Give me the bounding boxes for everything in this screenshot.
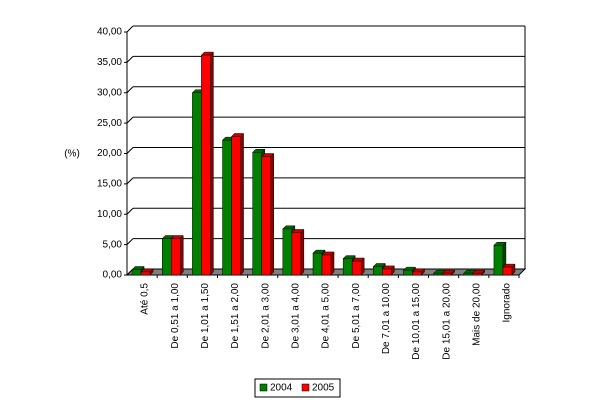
y-tick-label: 5,00: [103, 239, 123, 250]
bar: [442, 272, 452, 276]
legend-box: [254, 378, 341, 398]
legend-swatch: [259, 383, 268, 392]
y-tick-label: 25,00: [97, 118, 122, 129]
y-tick-label: 40,00: [97, 27, 122, 38]
legend-label: 2004: [270, 383, 293, 394]
grid-line-depth: [126, 116, 134, 124]
bar: [472, 272, 483, 276]
bar: [282, 228, 293, 276]
x-tick-label: De 4,01 a 5,00: [321, 283, 332, 349]
y-tick-label: 30,00: [97, 87, 122, 98]
x-tick-label: De 1,51 a 2,00: [230, 283, 241, 349]
bar: [201, 54, 211, 276]
grid-line-depth: [126, 238, 134, 245]
bar: [373, 266, 383, 276]
grid-line-depth: [126, 56, 134, 63]
bar: [433, 272, 443, 276]
x-tick-label: De 0,51 a 1,00: [170, 283, 181, 349]
y-tick-label: 35,00: [97, 57, 122, 68]
bar: [403, 269, 413, 276]
bar: [252, 152, 262, 276]
bar-side: [270, 152, 274, 276]
bar: [231, 136, 241, 276]
y-tick-label: 0,00: [103, 270, 123, 281]
bar-side: [179, 234, 184, 276]
bar: [312, 252, 323, 276]
bar-side: [210, 51, 214, 276]
bar: [131, 269, 142, 276]
y-tick-label: 10,00: [97, 209, 122, 220]
legend-label: 2005: [312, 383, 335, 394]
bar: [493, 244, 504, 276]
bar: [192, 92, 202, 276]
bar: [291, 232, 302, 276]
bar: [463, 272, 474, 276]
y-axis-label: (%): [64, 149, 80, 160]
x-tick-label: De 10,01 a 15,00: [411, 283, 422, 360]
grid-line-depth: [126, 207, 134, 215]
bar: [342, 258, 353, 276]
legend-swatch: [301, 383, 310, 392]
bar: [382, 268, 392, 276]
x-tick-label: De 15,01 a 20,00: [441, 283, 452, 360]
y-tick-label: 20,00: [97, 148, 122, 159]
grid-line-depth: [126, 177, 134, 185]
bar: [170, 238, 181, 276]
bar: [140, 271, 151, 276]
x-tick-label: De 5,01 a 7,00: [351, 283, 362, 349]
x-tick-label: Mais de 20,00: [471, 283, 482, 346]
x-tick-label: Até 0,5: [140, 283, 151, 315]
x-tick-label: Ignorado: [502, 283, 513, 323]
bar-side: [330, 251, 335, 276]
y-tick-label: 15,00: [97, 179, 122, 190]
bar-side: [300, 228, 305, 276]
x-tick-label: De 3,01 a 4,00: [290, 283, 301, 349]
grid-line-depth: [126, 147, 134, 154]
bar: [412, 271, 422, 276]
bar: [261, 156, 271, 276]
grid-line-depth: [126, 86, 134, 94]
bar: [351, 260, 362, 276]
bar: [161, 238, 172, 276]
bar: [321, 254, 332, 276]
x-tick-label: De 1,01 a 1,50: [200, 283, 211, 349]
x-tick-label: De 7,01 a 10,00: [381, 283, 392, 355]
grid-line-depth: [126, 25, 134, 33]
bar: [222, 139, 232, 276]
bar-side: [240, 132, 244, 276]
bar: [502, 266, 513, 276]
x-tick-label: De 2,01 a 3,00: [260, 283, 271, 349]
